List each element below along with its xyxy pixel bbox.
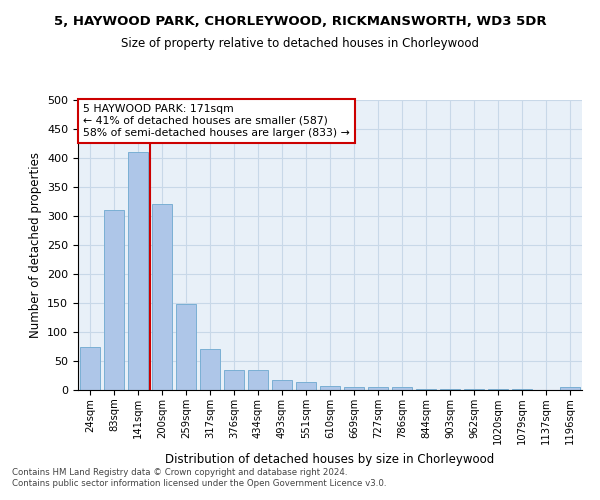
Bar [296, 382, 316, 390]
Bar [80, 346, 100, 390]
Bar [128, 152, 148, 390]
Bar [272, 380, 292, 390]
Bar [104, 210, 124, 390]
Bar [152, 204, 172, 390]
Bar [344, 387, 364, 390]
Text: 5, HAYWOOD PARK, CHORLEYWOOD, RICKMANSWORTH, WD3 5DR: 5, HAYWOOD PARK, CHORLEYWOOD, RICKMANSWO… [53, 15, 547, 28]
Bar [368, 387, 388, 390]
Bar [224, 370, 244, 390]
Bar [176, 304, 196, 390]
Bar [416, 389, 436, 390]
Bar [560, 387, 580, 390]
Bar [248, 370, 268, 390]
Bar [440, 389, 460, 390]
Y-axis label: Number of detached properties: Number of detached properties [29, 152, 41, 338]
Text: 5 HAYWOOD PARK: 171sqm
← 41% of detached houses are smaller (587)
58% of semi-de: 5 HAYWOOD PARK: 171sqm ← 41% of detached… [83, 104, 350, 138]
Text: Size of property relative to detached houses in Chorleywood: Size of property relative to detached ho… [121, 38, 479, 51]
X-axis label: Distribution of detached houses by size in Chorleywood: Distribution of detached houses by size … [166, 452, 494, 466]
Bar [392, 387, 412, 390]
Bar [320, 386, 340, 390]
Bar [200, 350, 220, 390]
Text: Contains HM Land Registry data © Crown copyright and database right 2024.
Contai: Contains HM Land Registry data © Crown c… [12, 468, 386, 487]
